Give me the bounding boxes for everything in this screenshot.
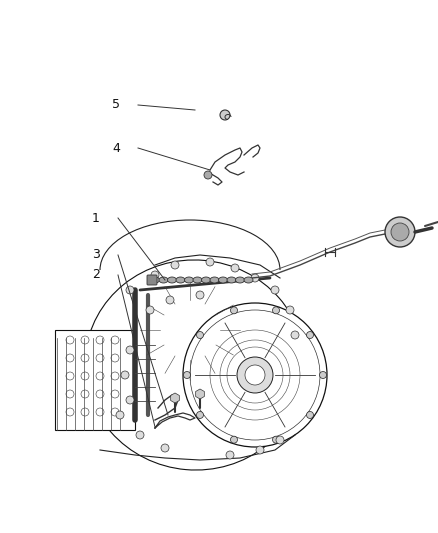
Circle shape (116, 411, 124, 419)
Circle shape (96, 408, 104, 416)
Circle shape (111, 372, 119, 380)
Circle shape (81, 390, 89, 398)
FancyBboxPatch shape (55, 330, 135, 430)
Text: 1: 1 (92, 212, 100, 224)
Circle shape (190, 310, 320, 440)
Circle shape (66, 408, 74, 416)
Circle shape (245, 365, 265, 385)
Circle shape (307, 332, 314, 338)
Text: 2: 2 (92, 269, 100, 281)
Circle shape (66, 372, 74, 380)
Ellipse shape (201, 277, 211, 283)
Circle shape (230, 307, 237, 314)
Circle shape (81, 408, 89, 416)
Circle shape (66, 336, 74, 344)
Circle shape (161, 444, 169, 452)
Circle shape (151, 271, 159, 279)
Ellipse shape (159, 277, 168, 283)
Circle shape (272, 436, 279, 443)
Circle shape (391, 223, 409, 241)
Ellipse shape (151, 277, 159, 283)
Circle shape (121, 371, 129, 379)
Circle shape (111, 408, 119, 416)
Circle shape (204, 171, 212, 179)
Circle shape (197, 332, 204, 338)
FancyBboxPatch shape (147, 275, 157, 285)
Ellipse shape (236, 277, 244, 283)
Circle shape (111, 390, 119, 398)
Circle shape (96, 354, 104, 362)
Circle shape (126, 396, 134, 404)
Circle shape (66, 390, 74, 398)
Ellipse shape (244, 277, 253, 283)
Circle shape (111, 354, 119, 362)
Circle shape (126, 346, 134, 354)
Ellipse shape (85, 260, 305, 470)
Circle shape (307, 411, 314, 418)
Circle shape (276, 436, 284, 444)
Text: 5: 5 (112, 99, 120, 111)
Circle shape (206, 258, 214, 266)
Text: 4: 4 (112, 141, 120, 155)
Circle shape (81, 354, 89, 362)
Circle shape (197, 411, 204, 418)
Circle shape (385, 217, 415, 247)
Circle shape (136, 431, 144, 439)
Circle shape (166, 296, 174, 304)
Circle shape (291, 331, 299, 339)
Ellipse shape (167, 277, 177, 283)
Circle shape (111, 336, 119, 344)
Circle shape (256, 446, 264, 454)
Text: 3: 3 (92, 248, 100, 262)
Ellipse shape (210, 277, 219, 283)
Circle shape (286, 306, 294, 314)
Circle shape (146, 306, 154, 314)
Circle shape (271, 286, 279, 294)
Circle shape (126, 286, 134, 294)
Circle shape (251, 274, 259, 282)
Circle shape (96, 336, 104, 344)
Circle shape (171, 261, 179, 269)
Ellipse shape (193, 277, 202, 283)
Circle shape (81, 336, 89, 344)
Circle shape (220, 110, 230, 120)
Circle shape (231, 264, 239, 272)
Circle shape (184, 372, 191, 378)
Ellipse shape (184, 277, 194, 283)
Circle shape (237, 357, 273, 393)
Circle shape (319, 372, 326, 378)
Circle shape (183, 303, 327, 447)
Circle shape (230, 436, 237, 443)
Circle shape (226, 451, 234, 459)
Ellipse shape (227, 277, 236, 283)
Ellipse shape (176, 277, 185, 283)
Circle shape (96, 372, 104, 380)
Circle shape (81, 372, 89, 380)
Circle shape (96, 390, 104, 398)
Circle shape (272, 307, 279, 314)
Ellipse shape (219, 277, 227, 283)
Circle shape (66, 354, 74, 362)
Circle shape (196, 291, 204, 299)
